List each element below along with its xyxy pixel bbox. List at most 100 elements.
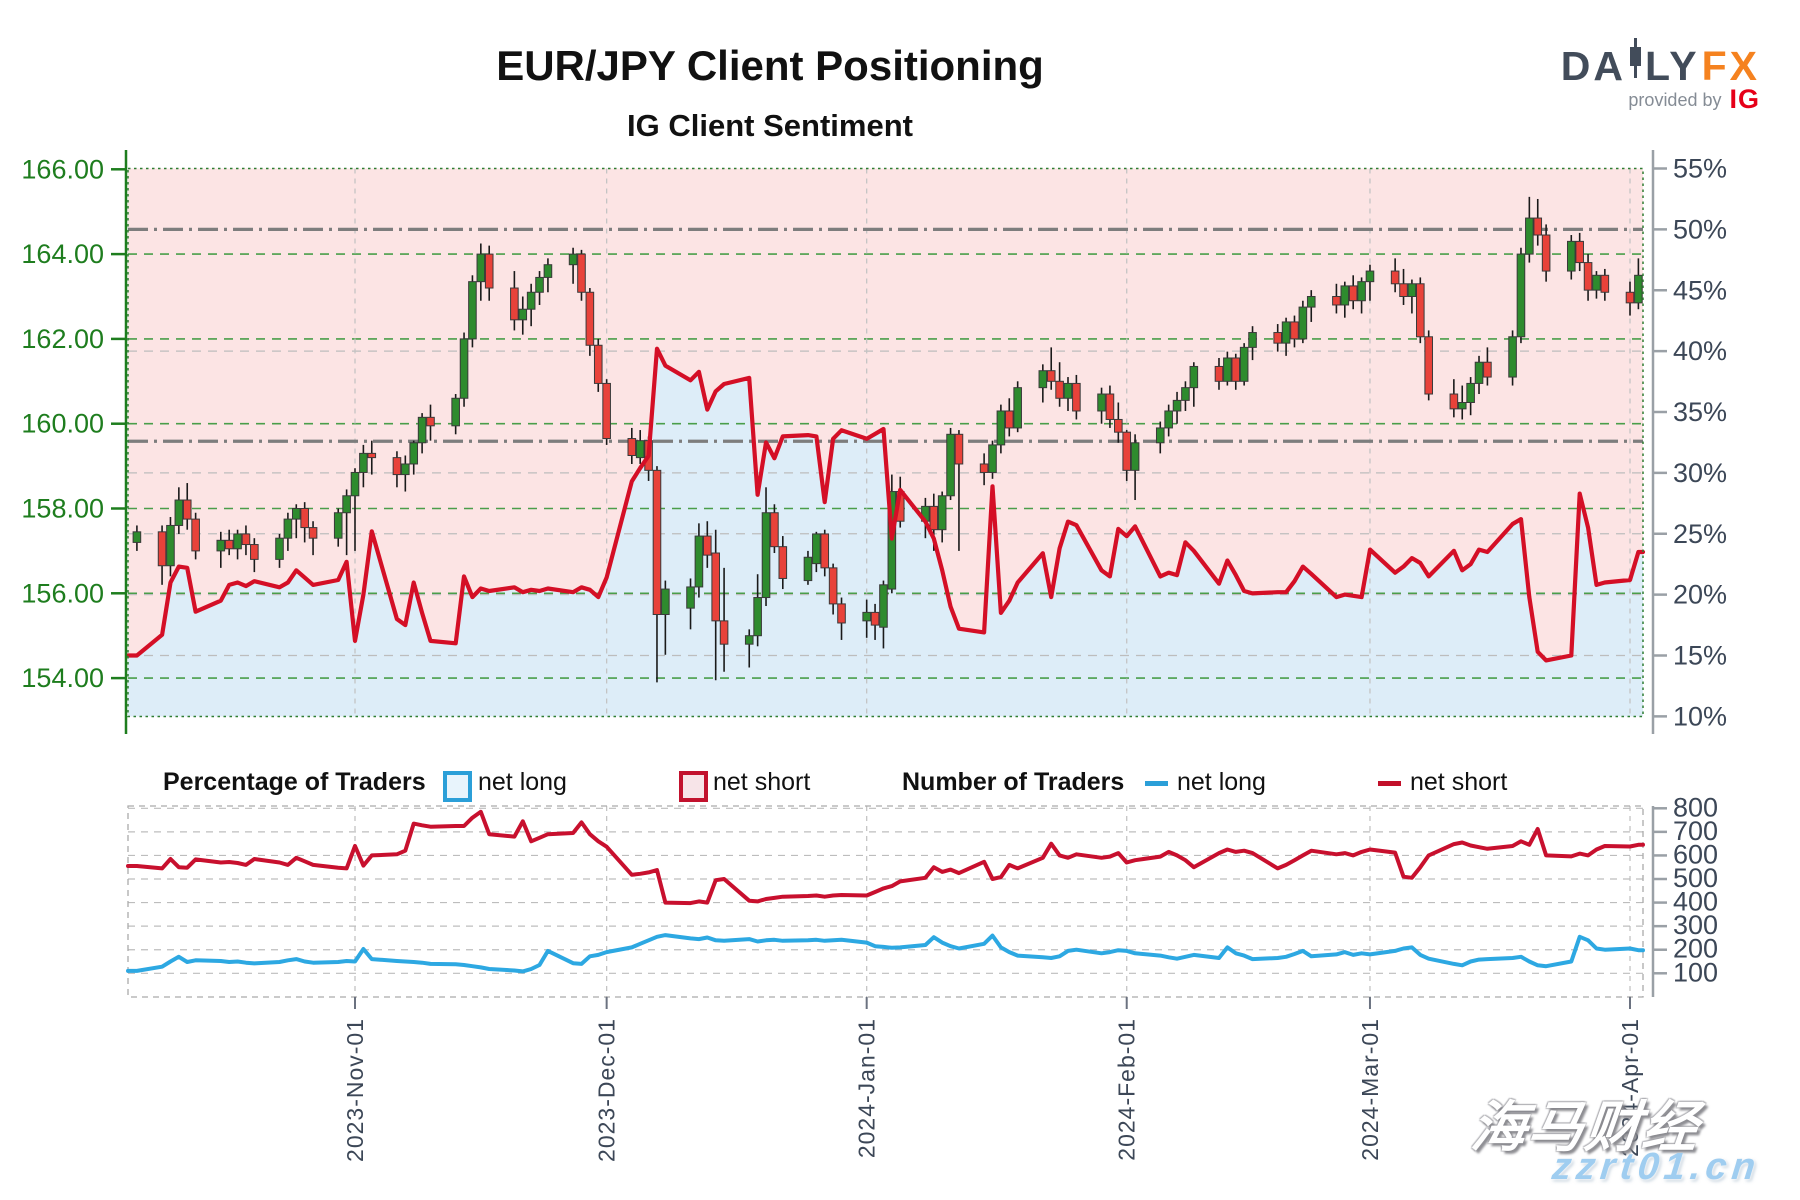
candle-up xyxy=(1281,321,1291,344)
legend-swatch-netlong-pct-icon xyxy=(443,771,472,802)
price-tick-label: 164.00 xyxy=(21,239,104,269)
price-tick-label: 166.00 xyxy=(21,154,104,184)
candle-down xyxy=(1231,357,1241,382)
candle-down xyxy=(837,603,846,624)
legend-swatch-netlong-count-icon xyxy=(1145,781,1168,786)
provided-by-text: provided by xyxy=(1628,90,1722,110)
candle-down xyxy=(250,544,259,560)
count-tick-label: 700 xyxy=(1673,816,1718,846)
candle-up xyxy=(1181,387,1190,401)
candle-up xyxy=(862,611,871,622)
count-tick-label: 300 xyxy=(1673,910,1718,940)
candle-up xyxy=(283,518,293,539)
candle-down xyxy=(778,546,788,579)
net-short-area xyxy=(128,168,1643,661)
dailyfx-logo: DA LY FX xyxy=(1415,38,1760,90)
candle-down xyxy=(585,291,595,346)
candle-down xyxy=(367,452,377,459)
bottom-plot-border xyxy=(127,805,1644,998)
candle-down xyxy=(157,531,167,567)
candle-down xyxy=(602,382,611,440)
chart-subtitle: IG Client Sentiment xyxy=(627,108,913,143)
candle-up xyxy=(132,531,142,543)
candle-up xyxy=(409,442,419,465)
candle-up xyxy=(216,539,226,552)
candle-down xyxy=(1114,418,1123,433)
candle-up xyxy=(694,535,704,588)
candle-up xyxy=(1172,399,1182,412)
watermark-url: zzrt01.cn xyxy=(1550,1146,1763,1188)
candle-up xyxy=(812,533,821,565)
legend-group-percentage: Percentage of Traders xyxy=(163,768,426,796)
candle-down xyxy=(241,533,251,546)
candle-up xyxy=(1340,285,1350,306)
pct-tick-label: 15% xyxy=(1673,641,1727,671)
candle-down xyxy=(1072,382,1081,412)
candle-up xyxy=(1457,402,1467,410)
count-tick-label: 800 xyxy=(1673,792,1718,822)
x-tick-label: 2024-Jan-01 xyxy=(854,1018,880,1158)
candle-down xyxy=(1583,262,1593,291)
candle-down xyxy=(1424,336,1433,395)
legend-item-netlong-count: net long xyxy=(1177,768,1266,796)
ig-logo: IG xyxy=(1729,84,1760,114)
candle-down xyxy=(1046,370,1056,382)
candle-up xyxy=(879,584,888,628)
candle-up xyxy=(661,588,670,615)
candle-up xyxy=(937,495,947,531)
count-tick-label: 200 xyxy=(1673,934,1718,964)
candle-down xyxy=(1600,274,1610,293)
candle-down xyxy=(1399,283,1408,297)
candle-down xyxy=(1625,291,1635,304)
candle-up xyxy=(1013,387,1022,429)
candle-up xyxy=(543,264,553,278)
candle-up xyxy=(996,410,1006,446)
candle-up xyxy=(275,537,284,560)
legend-group-number: Number of Traders xyxy=(902,768,1125,796)
candle-down xyxy=(1541,234,1551,272)
candle-down xyxy=(1105,393,1115,420)
logo-text-fx: FX xyxy=(1701,43,1760,89)
logo-text-ly: LY xyxy=(1644,43,1700,89)
candle-up xyxy=(686,586,695,609)
price-tick-label: 160.00 xyxy=(21,409,104,439)
candle-down xyxy=(484,253,494,289)
candle-up xyxy=(1239,346,1249,382)
price-tick-label: 156.00 xyxy=(21,578,104,608)
candle-up xyxy=(1566,240,1576,272)
candle-down xyxy=(1273,332,1283,344)
candle-up xyxy=(518,308,528,321)
candle-up xyxy=(459,338,469,399)
x-tick-label: 2024-Apr-01 xyxy=(1617,1018,1643,1157)
candle-up xyxy=(988,444,997,473)
candle-up xyxy=(1466,382,1475,404)
candle-up xyxy=(333,512,343,539)
pct-tick-label: 40% xyxy=(1673,336,1727,366)
candle-down xyxy=(1055,380,1064,399)
x-tick-label: 2024-Mar-01 xyxy=(1357,1018,1383,1161)
candle-up xyxy=(1516,253,1526,338)
pct-tick-label: 55% xyxy=(1673,154,1727,184)
candle-down xyxy=(392,457,402,476)
main-plot-border xyxy=(127,167,1644,718)
candle-up xyxy=(1189,365,1199,389)
candle-up xyxy=(1063,382,1073,399)
candle-up xyxy=(166,524,175,567)
pct-tick-label: 10% xyxy=(1673,701,1727,731)
candle-up xyxy=(1634,274,1643,304)
net-long-area xyxy=(128,348,1643,717)
candle-up xyxy=(350,471,360,497)
candle-down xyxy=(1390,270,1400,285)
candle-up xyxy=(1365,270,1375,283)
candle-up xyxy=(1306,296,1316,308)
candle-up xyxy=(1407,283,1417,297)
legend-swatch-netshort-pct-icon xyxy=(679,771,708,802)
candle-down xyxy=(1004,410,1014,429)
candle-up xyxy=(1164,410,1173,429)
candle-up xyxy=(1248,332,1257,348)
candle-up xyxy=(417,416,427,444)
candle-up xyxy=(342,495,351,514)
candle-down xyxy=(828,567,838,605)
pct-tick-label: 20% xyxy=(1673,580,1727,610)
candle-down xyxy=(1575,240,1584,264)
